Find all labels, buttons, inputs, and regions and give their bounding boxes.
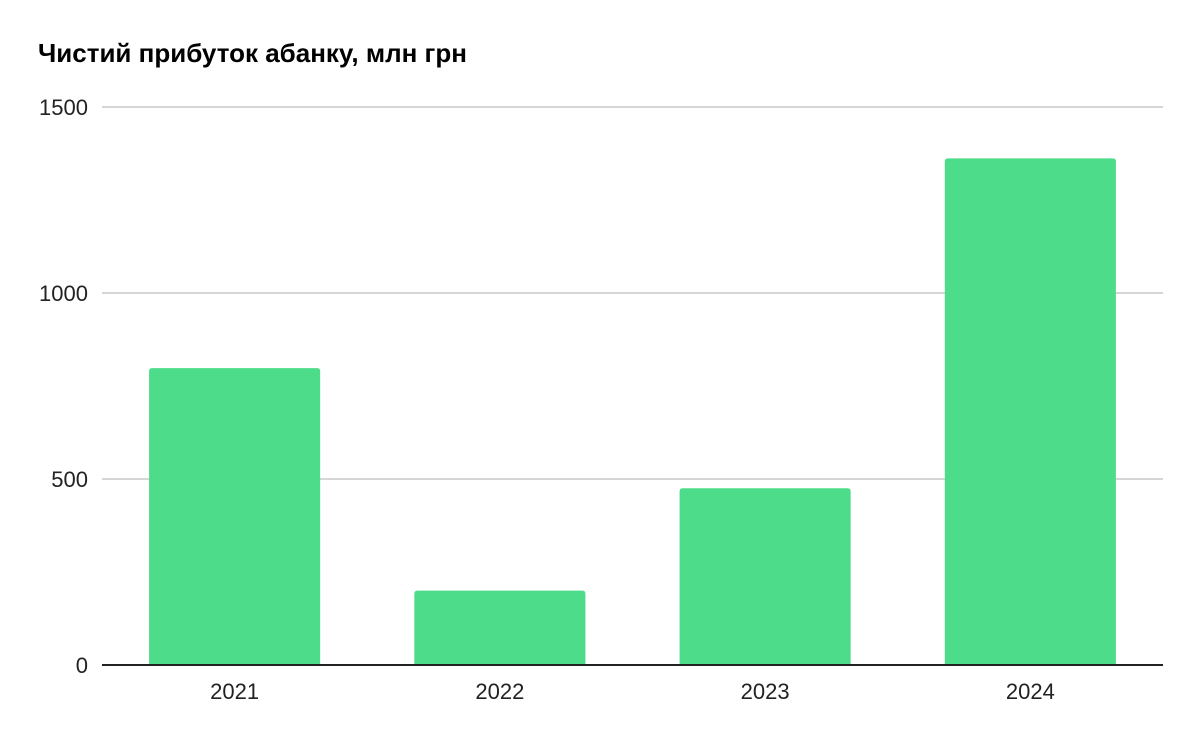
- y-tick-label: 1000: [39, 281, 88, 306]
- y-tick-label: 500: [51, 467, 88, 492]
- tick-labels: 0 500 1000 1500 2021 2022 2023 2024: [39, 95, 1055, 704]
- bar-2021: [149, 368, 321, 665]
- chart-title: Чистий прибуток абанку, млн грн: [38, 38, 467, 68]
- bar-2023: [679, 488, 851, 665]
- x-tick-label: 2024: [1006, 679, 1055, 704]
- bar-2022: [414, 590, 586, 665]
- bars: [149, 158, 1116, 665]
- x-tick-label: 2021: [210, 679, 259, 704]
- y-tick-label: 0: [76, 653, 88, 678]
- x-tick-label: 2023: [741, 679, 790, 704]
- bar-2024: [944, 158, 1116, 665]
- x-tick-label: 2022: [475, 679, 524, 704]
- y-tick-label: 1500: [39, 95, 88, 120]
